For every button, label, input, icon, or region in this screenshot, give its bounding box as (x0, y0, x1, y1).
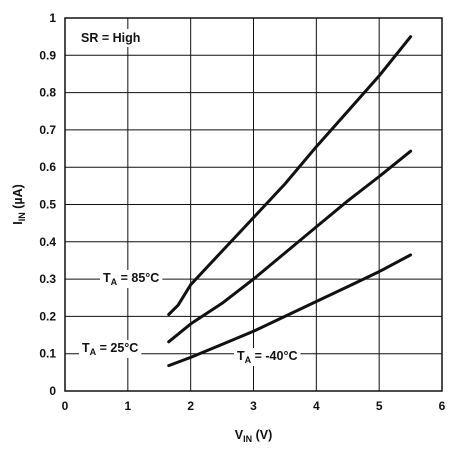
y-tick-label: 0.7 (39, 123, 56, 137)
series-label-85c: TA = 85°C (100, 270, 163, 288)
series-line-25c (167, 149, 413, 344)
x-tick-label: 0 (62, 399, 69, 413)
x-tick-label: 1 (124, 399, 131, 413)
plot-frame (64, 17, 443, 392)
y-tick-label: 0.2 (39, 309, 56, 323)
y-axis-label: IIN (µA) (11, 184, 27, 225)
y-tick-label: 0.4 (39, 235, 56, 249)
series-line-minus-40c (167, 253, 413, 368)
y-tick-label: 1 (49, 11, 56, 25)
x-tick-label: 5 (376, 399, 383, 413)
svg-text:TA = 85°C: TA = 85°C (103, 271, 159, 287)
series-line-85c (167, 35, 413, 316)
y-tick-label: 0.9 (39, 48, 56, 62)
x-tick-label: 4 (313, 399, 320, 413)
y-tick-label: 0.8 (39, 86, 56, 100)
y-tick-label: 0.1 (39, 347, 56, 361)
annotation-background (77, 29, 145, 47)
svg-text:TA = -40°C: TA = -40°C (237, 349, 297, 365)
grid (65, 18, 442, 391)
series-label-minus-40c: TA = -40°C (234, 348, 301, 366)
tick-labels: 0 1 2 3 4 5 6 0 0.1 0.2 0.3 0.4 0.5 0.6 0.7 0.8 0.9 1 (39, 11, 445, 413)
y-tick-label: 0 (49, 384, 56, 398)
x-axis-label: VIN (V) (235, 428, 272, 444)
series-group (167, 35, 413, 368)
x-tick-label: 3 (250, 399, 257, 413)
y-tick-label: 0.5 (39, 198, 56, 212)
y-tick-label: 0.6 (39, 160, 56, 174)
x-tick-label: 2 (187, 399, 194, 413)
svg-text:TA = 25°C: TA = 25°C (82, 341, 138, 357)
y-tick-label: 0.3 (39, 272, 56, 286)
sr-annotation: SR = High (81, 31, 140, 45)
x-tick-label: 6 (439, 399, 446, 413)
series-label-25c: TA = 25°C (79, 340, 142, 358)
